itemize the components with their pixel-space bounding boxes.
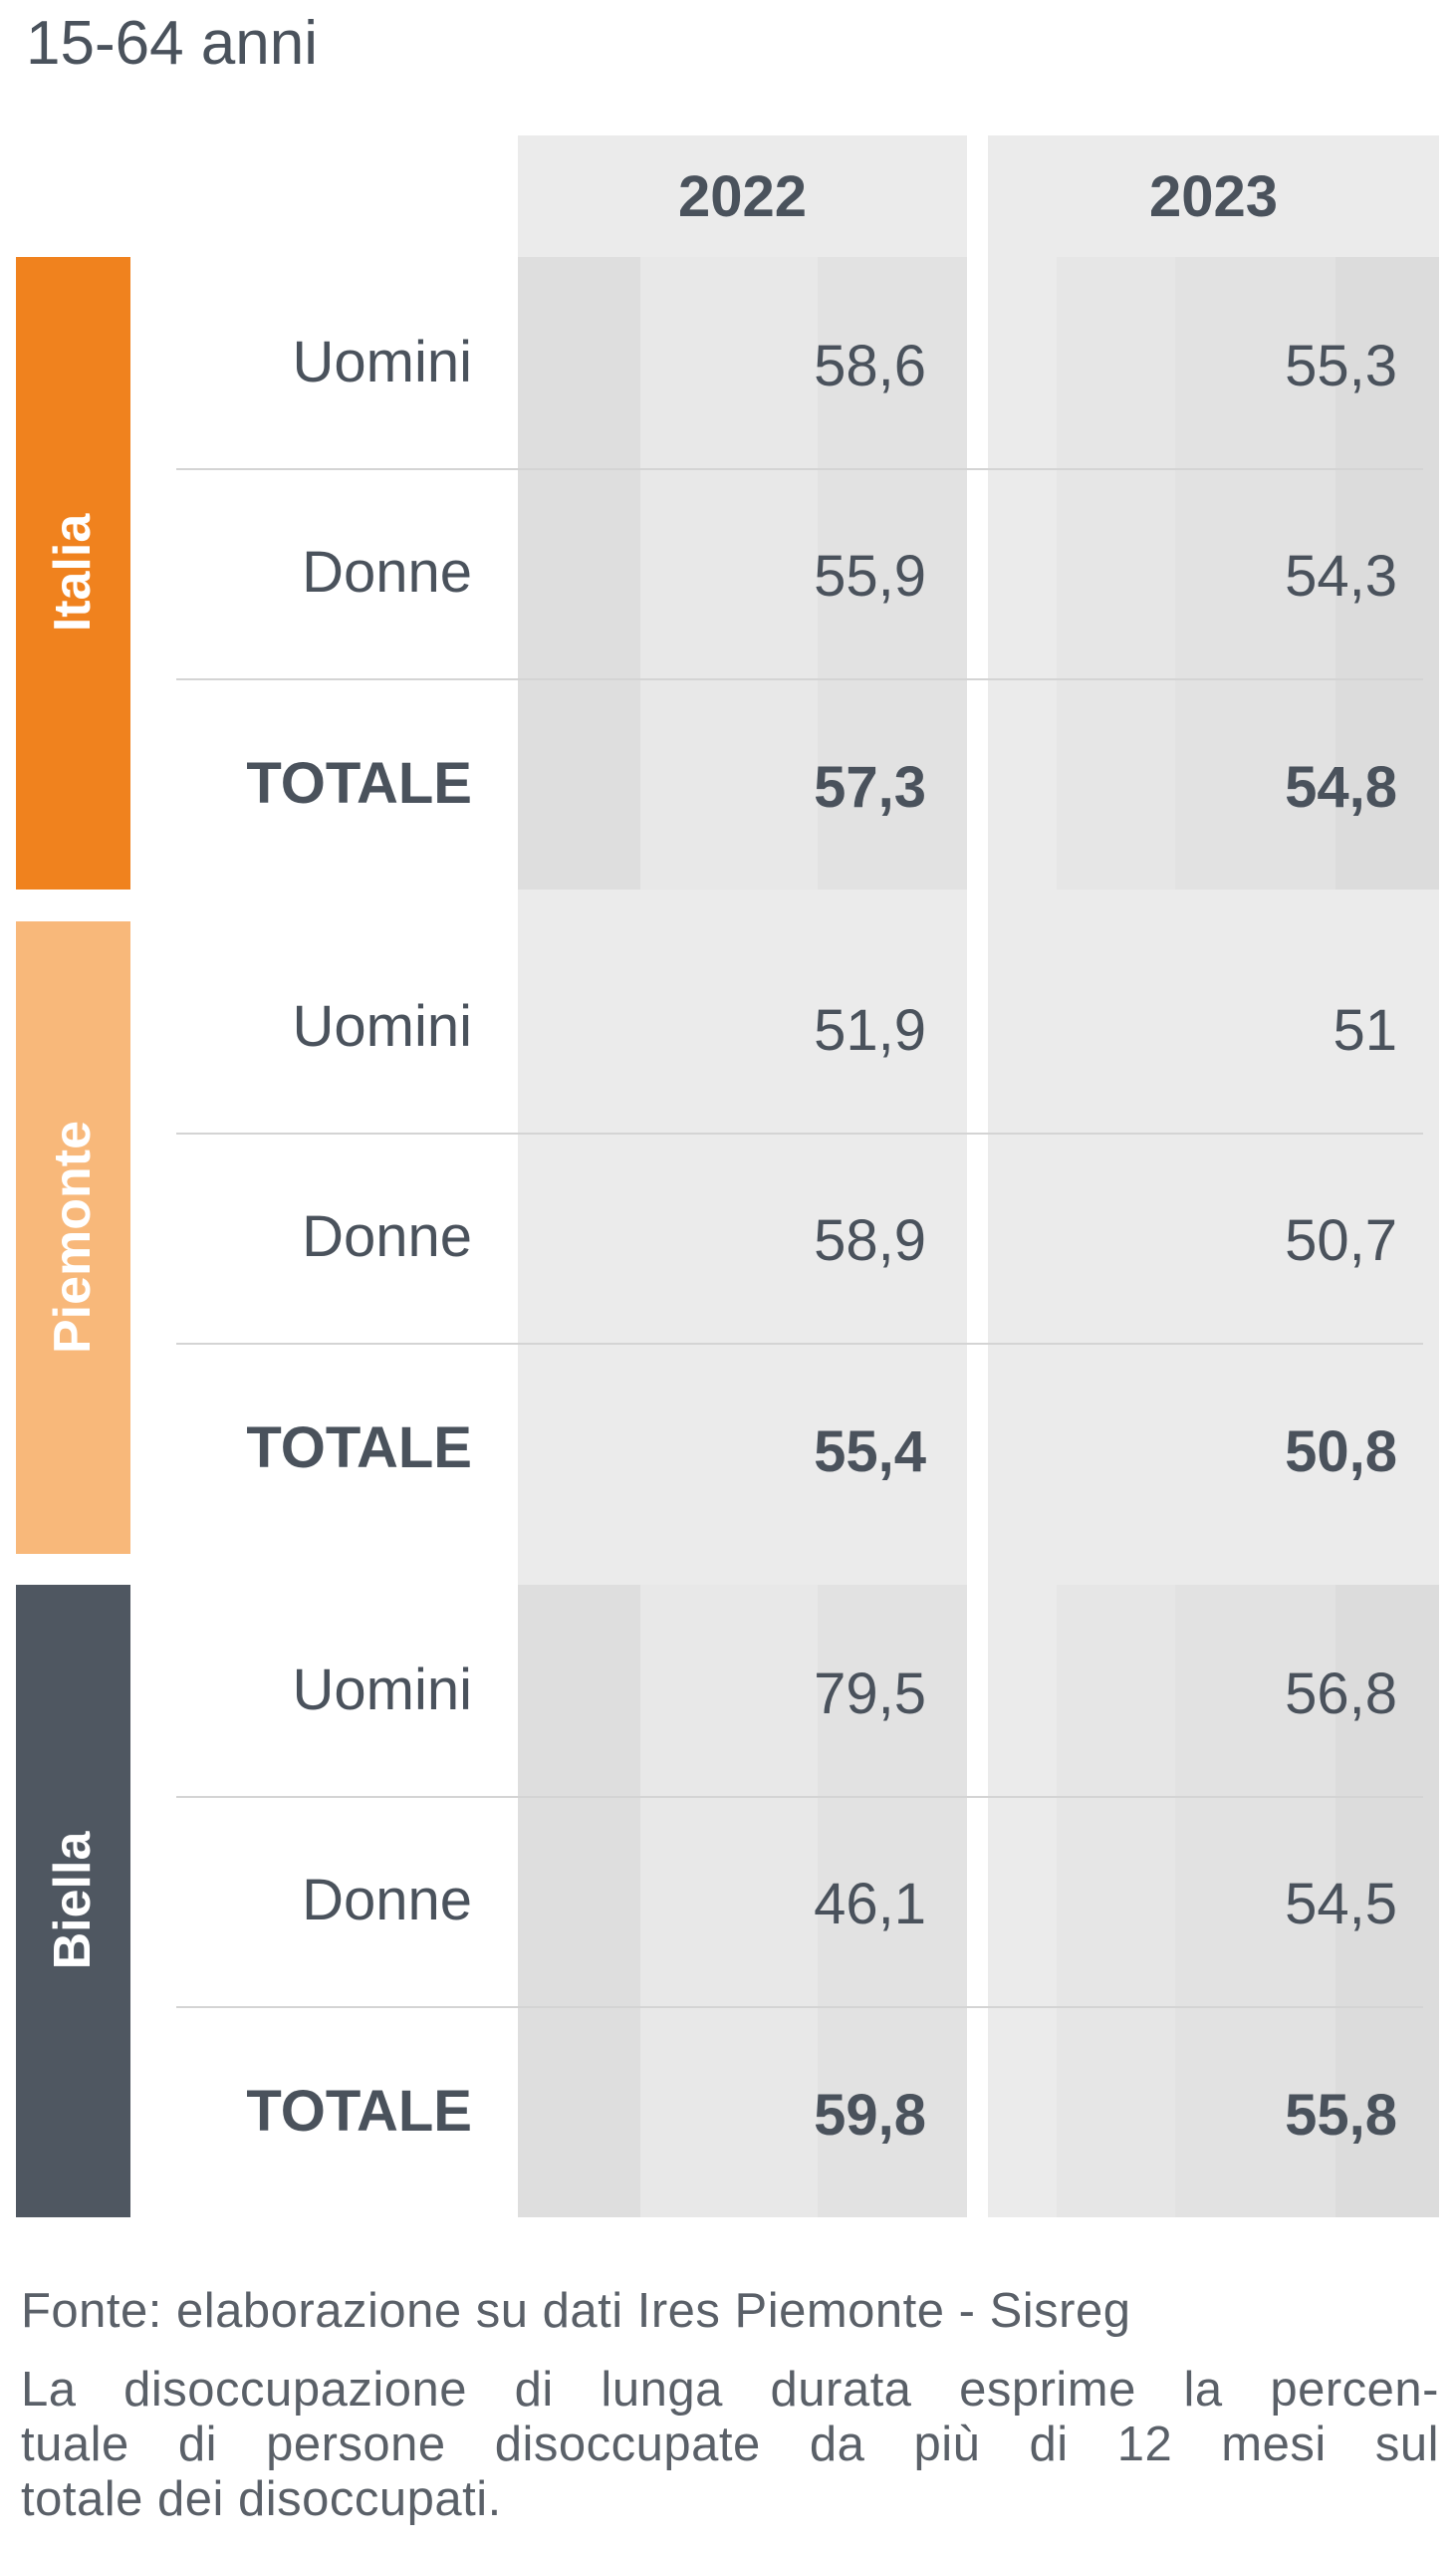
cell-value: 55,9 bbox=[814, 544, 926, 610]
note-line: tuale di persone disoccupate da più di 1… bbox=[21, 2418, 1439, 2471]
column-shade bbox=[518, 1585, 640, 2217]
column-shade bbox=[818, 1585, 967, 2217]
note-line: La disoccupazione di lunga durata esprim… bbox=[21, 2363, 1439, 2417]
cell-value: 54,5 bbox=[1285, 1872, 1397, 1937]
cell-value: 55,8 bbox=[1285, 2082, 1397, 2148]
row-separator bbox=[176, 1795, 1423, 1798]
row-separator bbox=[176, 1343, 1423, 1345]
column-header: 2022 bbox=[518, 135, 967, 257]
column-shade bbox=[818, 257, 967, 890]
row-label: Donne bbox=[302, 540, 472, 606]
column-shade bbox=[1335, 1585, 1439, 2217]
group-label: Italia bbox=[44, 514, 102, 633]
cell-value: 54,3 bbox=[1285, 544, 1397, 610]
cell-value: 57,3 bbox=[814, 754, 926, 820]
column-shade bbox=[1057, 257, 1175, 890]
source: Fonte: elaborazione su dati Ires Piemont… bbox=[21, 2284, 1131, 2338]
cell-value: 46,1 bbox=[814, 1872, 926, 1937]
row-label: Uomini bbox=[292, 329, 473, 394]
row-label: TOTALE bbox=[246, 2078, 472, 2144]
group-label: Biella bbox=[44, 1831, 102, 1970]
note-line: totale dei disoccupati. bbox=[21, 2472, 502, 2526]
row-label: Uomini bbox=[292, 993, 473, 1059]
row-label: TOTALE bbox=[246, 1414, 472, 1480]
column-shade bbox=[640, 1585, 818, 2217]
group-label: Piemonte bbox=[44, 1121, 102, 1355]
column-shade bbox=[1175, 257, 1335, 890]
row-separator bbox=[176, 678, 1423, 680]
row-label: Uomini bbox=[292, 1657, 473, 1722]
cell-value: 51,9 bbox=[814, 997, 926, 1063]
cell-value: 56,8 bbox=[1285, 1660, 1397, 1726]
cell-value: 59,8 bbox=[814, 2082, 926, 2148]
cell-value: 54,8 bbox=[1285, 754, 1397, 820]
column-shade bbox=[1175, 1585, 1335, 2217]
group-bar bbox=[16, 1585, 130, 2217]
cell-value: 50,7 bbox=[1285, 1208, 1397, 1274]
cell-value: 55,3 bbox=[1285, 333, 1397, 398]
column-header: 2023 bbox=[988, 135, 1439, 257]
row-separator bbox=[176, 467, 1423, 470]
cell-value: 55,4 bbox=[814, 1418, 926, 1484]
row-separator bbox=[176, 2006, 1423, 2008]
title: 15-64 anni bbox=[26, 9, 319, 78]
cell-value: 50,8 bbox=[1285, 1418, 1397, 1484]
cell-value: 51 bbox=[1333, 997, 1397, 1063]
row-label: TOTALE bbox=[246, 750, 472, 816]
cell-value: 58,6 bbox=[814, 333, 926, 398]
row-label: Donne bbox=[302, 1868, 472, 1933]
column-shade bbox=[988, 257, 1057, 890]
column-shade bbox=[1057, 1585, 1175, 2217]
cell-value: 58,9 bbox=[814, 1208, 926, 1274]
group-bar bbox=[16, 921, 130, 1554]
group-bar bbox=[16, 257, 130, 890]
column-shade bbox=[518, 257, 640, 890]
cell-value: 79,5 bbox=[814, 1660, 926, 1726]
column-shade bbox=[640, 257, 818, 890]
row-label: Donne bbox=[302, 1204, 472, 1270]
row-separator bbox=[176, 1132, 1423, 1135]
column-shade bbox=[988, 1585, 1057, 2217]
column-shade bbox=[1335, 257, 1439, 890]
